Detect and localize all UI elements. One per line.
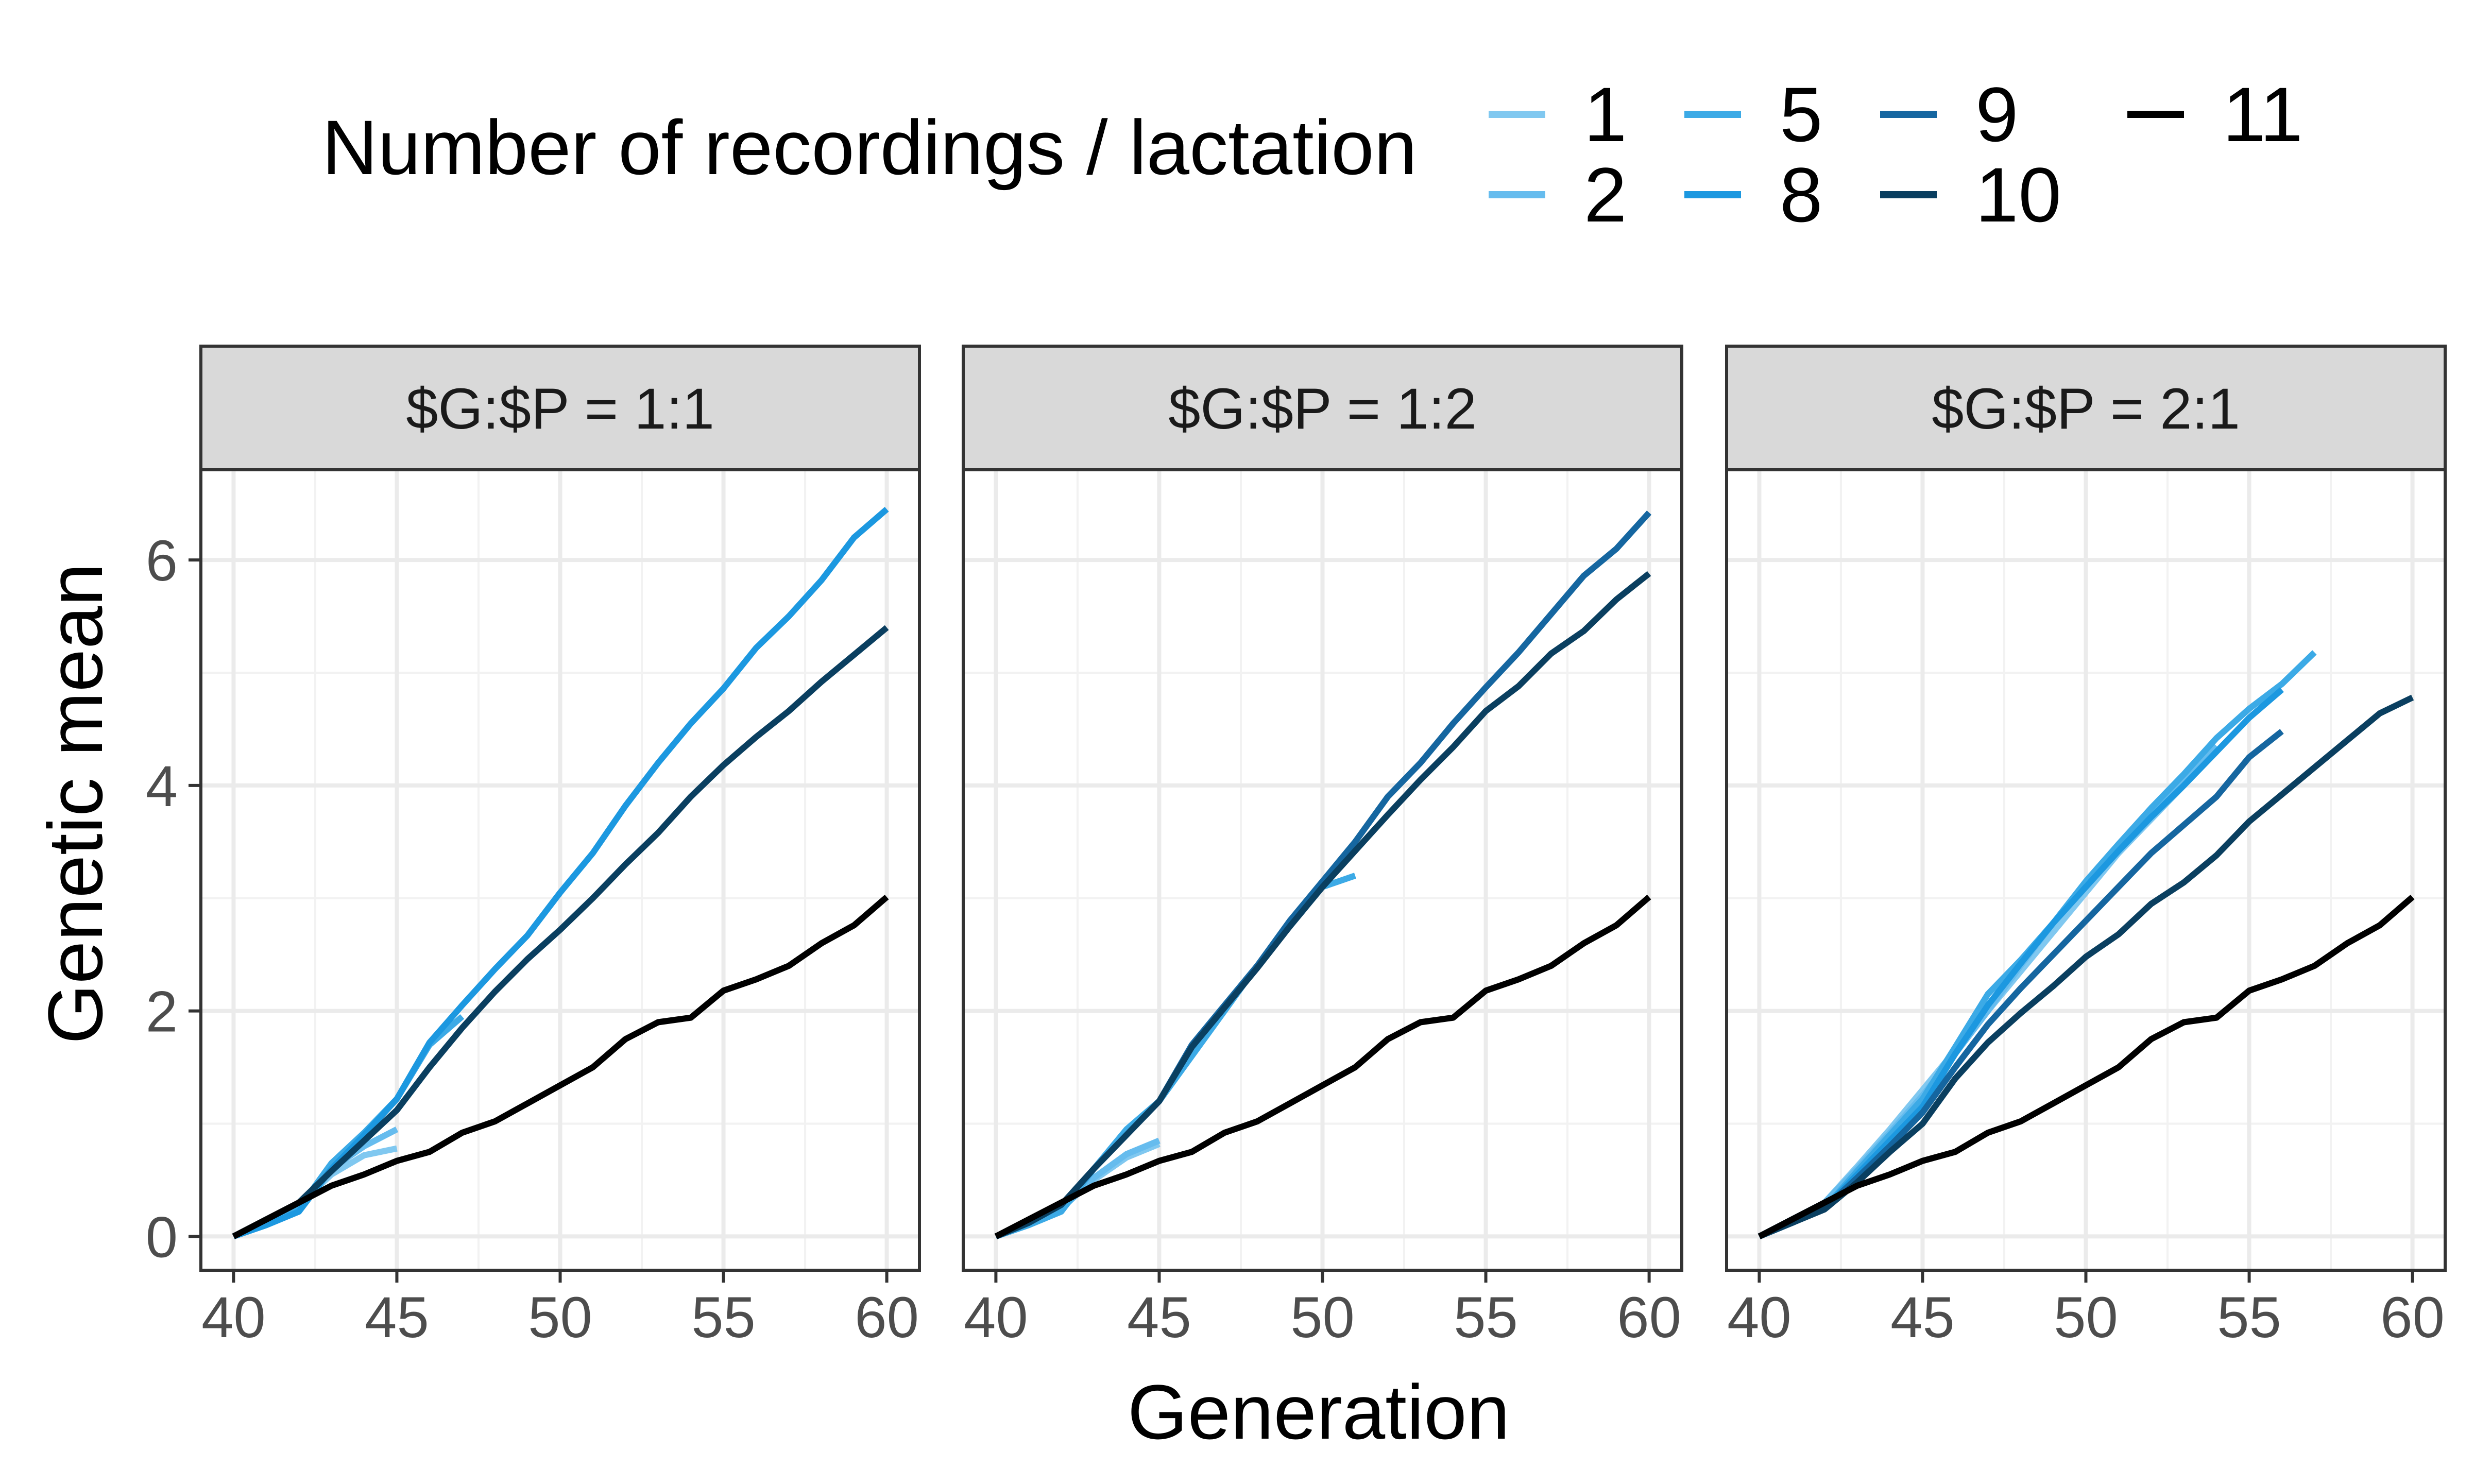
legend-label-11: 11: [2223, 71, 2303, 158]
x-tick-label: 60: [2380, 1285, 2445, 1350]
y-tick-label: 2: [146, 980, 178, 1044]
series-line-11: [994, 894, 1651, 1239]
x-tick-label: 40: [201, 1285, 266, 1350]
series-line-11: [1758, 894, 2415, 1239]
series-line-11: [232, 894, 889, 1239]
panel-strip: [199, 345, 921, 471]
series-line-10: [1758, 694, 2414, 1239]
x-tick-label: 55: [1454, 1285, 1518, 1350]
x-tick-label: 45: [1127, 1285, 1191, 1350]
x-tick-label: 45: [1890, 1285, 1955, 1350]
y-tick-label: 4: [146, 754, 178, 818]
x-tick-label: 60: [1617, 1285, 1681, 1350]
legend-label-5: 5: [1780, 71, 1822, 158]
panel-strip: [962, 345, 1683, 471]
x-tick-label: 50: [1290, 1285, 1355, 1350]
y-tick-label: 0: [146, 1205, 178, 1269]
series-line-10: [995, 571, 1651, 1239]
x-tick-label: 50: [2054, 1285, 2118, 1350]
x-tick-label: 40: [1727, 1285, 1791, 1350]
x-axis-title: Generation: [1128, 1369, 1510, 1455]
legend-title: Number of recordings / lactation: [322, 104, 1417, 191]
x-tick-label: 50: [528, 1285, 592, 1350]
panel-1: $G:$P = 1:1 40 45 50 55 60 0 2 4 6: [146, 345, 921, 1350]
y-tick-label: 6: [146, 528, 178, 593]
y-axis-title: Genetic mean: [32, 563, 118, 1044]
panel-strip: [1725, 345, 2447, 471]
legend-label-10: 10: [1975, 151, 2061, 238]
x-tick-label: 40: [964, 1285, 1028, 1350]
legend-label-9: 9: [1975, 71, 2018, 158]
legend-label-2: 2: [1584, 151, 1627, 238]
legend: Number of recordings / lactation 12 58 910…: [322, 71, 2303, 238]
x-tick-label: 55: [2217, 1285, 2281, 1350]
x-tick-label: 60: [855, 1285, 919, 1350]
panel-title: $G:$P = 1:2: [1168, 377, 1477, 441]
series-line-10: [232, 625, 889, 1239]
panels: $G:$P = 1:1 40 45 50 55 60 0 2 4 6 $G:$P = 1:2 40 45…: [146, 345, 2447, 1350]
x-tick-label: 45: [365, 1285, 429, 1350]
panel-title: $G:$P = 2:1: [1932, 377, 2240, 441]
panel-3: $G:$P = 2:1 40 45 50 55 60: [1725, 345, 2447, 1350]
legend-label-8: 8: [1780, 151, 1822, 238]
x-tick-label: 55: [691, 1285, 756, 1350]
panel-2: $G:$P = 1:2 40 45 50 55 60: [962, 345, 1683, 1350]
legend-label-1: 1: [1584, 71, 1627, 158]
panel-title: $G:$P = 1:1: [406, 377, 714, 441]
